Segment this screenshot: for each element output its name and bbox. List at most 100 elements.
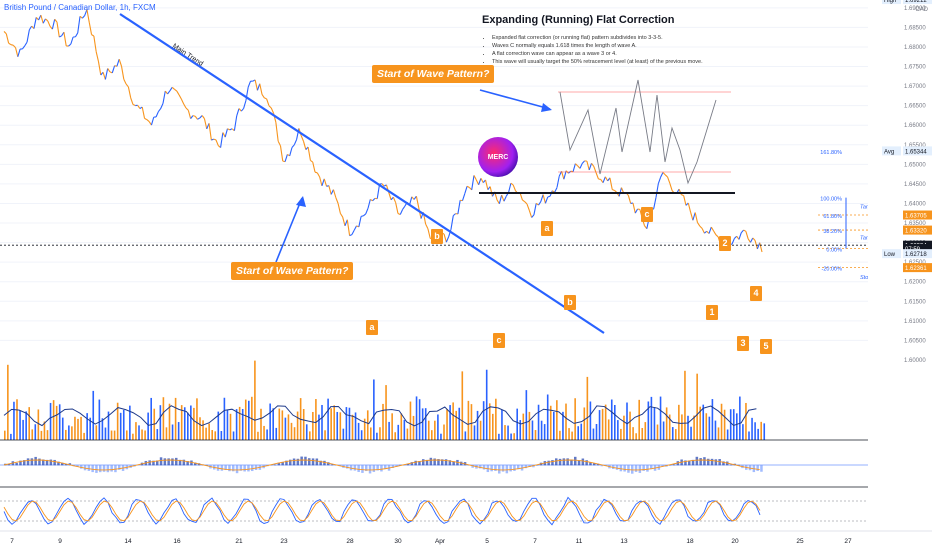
price-segment (657, 176, 662, 184)
volume-bar (565, 403, 567, 440)
volume-bar (452, 402, 454, 440)
price-segment (169, 86, 173, 92)
volume-bar (379, 427, 381, 440)
price-segment (111, 65, 116, 74)
price-segment (360, 215, 364, 217)
price-segment (461, 193, 466, 201)
arrowhead-icon (296, 196, 306, 207)
price-segment (201, 115, 205, 119)
macd-histogram-bar (433, 458, 436, 466)
macd-histogram-bar (220, 465, 224, 471)
stoch-d-line (3, 500, 761, 522)
price-segment (738, 232, 742, 240)
macd-histogram-bar (710, 458, 714, 466)
volume-bar (665, 407, 668, 440)
price-badge (903, 146, 932, 156)
volume-bar (699, 406, 701, 440)
macd-histogram-bar (118, 465, 121, 470)
volume-bar (318, 414, 320, 440)
volume-bar (68, 425, 70, 440)
macd-histogram-bar (714, 459, 718, 466)
wave-label-c[interactable]: c (493, 333, 505, 348)
wave-label-2[interactable]: 2 (719, 236, 731, 251)
stoch-k-line (3, 496, 761, 526)
wave-label-b[interactable]: b (564, 295, 576, 310)
callout-start-wave-mid[interactable]: Start of Wave Pattern? (231, 262, 354, 280)
wave-label-b[interactable]: b (431, 229, 443, 244)
volume-bar (223, 397, 226, 440)
volume-bar (406, 428, 409, 440)
price-segment (120, 66, 125, 80)
price-badge (903, 263, 932, 273)
price-segment (164, 90, 169, 95)
price-segment (38, 14, 42, 21)
price-segment (402, 205, 406, 210)
price-segment (84, 9, 88, 16)
volume-bar (357, 422, 360, 440)
volume-bar (180, 405, 183, 440)
price-segment (332, 189, 337, 198)
volume-bar (693, 415, 695, 440)
macd-histogram-bar (34, 456, 37, 466)
volume-bar (266, 429, 268, 440)
price-segment (293, 139, 298, 146)
volume-bar (122, 409, 125, 440)
macd-histogram-bar (239, 465, 243, 471)
macd-histogram-bar (517, 465, 520, 470)
time-tick-label: 25 (796, 538, 804, 545)
price-segment (47, 20, 51, 27)
volume-bar (653, 407, 656, 440)
time-axis[interactable]: 7 9 14 16 21 23 28 30 Apr 5 7 11 13 18 20 25 27 (0, 530, 932, 545)
volume-bar (156, 429, 159, 440)
volume-bar (351, 414, 354, 440)
schematic-wave-path (559, 79, 717, 185)
volume-bar (702, 404, 705, 440)
volume-bar (461, 371, 464, 440)
price-segment (754, 240, 758, 250)
price-segment (187, 110, 192, 119)
volume-bar (647, 401, 650, 440)
volume-bar (174, 397, 177, 440)
wave-label-c[interactable]: c (641, 207, 653, 222)
volume-bar (10, 433, 12, 440)
price-segment (542, 194, 546, 204)
volume-bar (366, 410, 369, 440)
price-segment (740, 229, 744, 234)
time-tick-label: 7 (533, 538, 537, 545)
wave-label-5[interactable]: 5 (760, 339, 772, 354)
price-segment (74, 32, 79, 38)
price-segment (70, 36, 74, 45)
price-segment (397, 213, 401, 215)
volume-bar (104, 427, 107, 440)
wave-label-a[interactable]: a (541, 221, 553, 236)
volume-bar (522, 413, 525, 440)
price-tick-label: 1.67000 (904, 84, 926, 90)
price-segment (56, 22, 60, 38)
price-segment (256, 83, 261, 91)
volume-bar (83, 432, 85, 440)
price-tick-label: 1.67500 (904, 65, 926, 71)
wave-label-a[interactable]: a (366, 320, 378, 335)
price-segment (427, 228, 431, 239)
volume-bar (187, 412, 189, 440)
volume-bar (4, 430, 6, 440)
symbol-title[interactable]: British Pound / Canadian Dollar, 1h, FXC… (4, 3, 156, 12)
volume-bar (302, 409, 305, 440)
macd-histogram-bar (190, 460, 193, 466)
volume-bar (116, 402, 119, 440)
wave-label-3[interactable]: 3 (737, 336, 749, 351)
wave-label-1[interactable]: 1 (706, 305, 718, 320)
macd-histogram-bar (175, 457, 178, 466)
volume-bar (150, 397, 152, 440)
wave-label-4[interactable]: 4 (750, 286, 762, 301)
price-segment (618, 187, 622, 197)
volume-bar (360, 430, 363, 440)
callout-start-wave-top[interactable]: Start of Wave Pattern? (372, 65, 495, 83)
macd-histogram-bar (452, 461, 455, 466)
time-tick-label: 13 (620, 538, 628, 545)
macd-histogram-bar (232, 465, 235, 472)
macd-histogram-bar (30, 458, 34, 466)
volume-bar (583, 407, 586, 440)
price-segment (157, 108, 162, 112)
